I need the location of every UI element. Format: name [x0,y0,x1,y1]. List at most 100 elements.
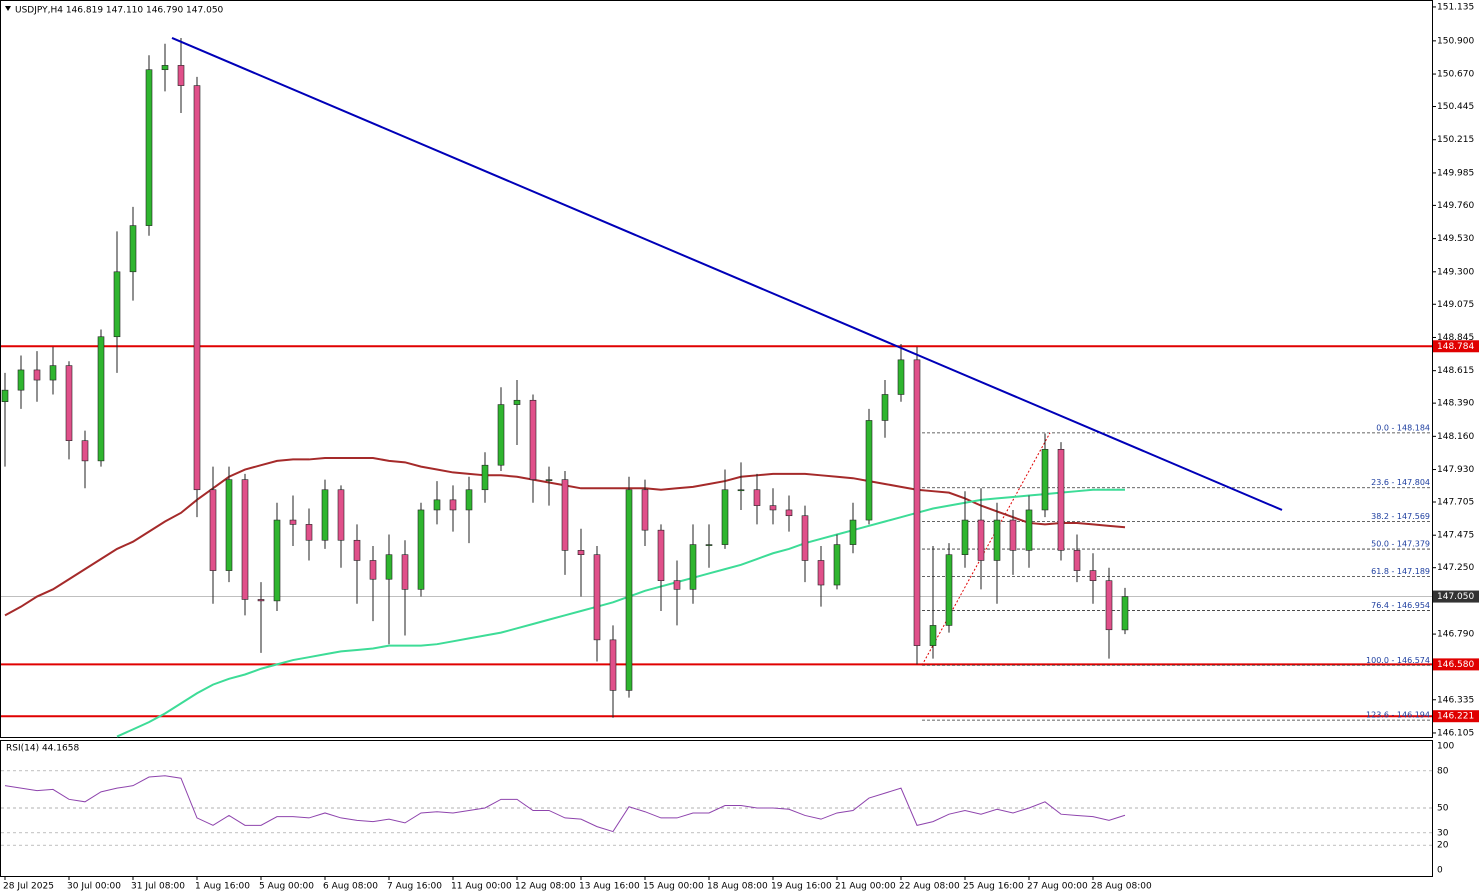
candle-body [1025,509,1033,551]
candle-body [993,519,1001,561]
candle-body [849,519,857,545]
price-label-bg [1433,710,1479,723]
candle-body [497,404,505,466]
candle-body [145,69,153,226]
candle-body [49,365,57,381]
candle-body [81,440,89,462]
rsi-tick-label: 30 [1437,828,1449,838]
candle-body [369,560,377,580]
y-tick-label: 149.300 [1437,267,1474,277]
y-tick-label: 151.135 [1437,2,1474,12]
fib-label: 23.6 - 147.804 [1371,478,1430,487]
y-tick-label: 148.845 [1437,333,1474,343]
candle-body [1121,596,1129,631]
y-tick-label: 149.985 [1437,168,1474,178]
fib-label: 76.4 - 146.954 [1371,601,1430,610]
x-tick-label: 30 Jul 00:00 [67,882,121,892]
candle-body [881,394,889,421]
candle-body [609,639,617,691]
y-tick-label: 147.475 [1437,531,1474,541]
y-tick-label: 146.335 [1437,695,1474,705]
candle-body [1009,519,1017,551]
y-tick-label: 147.250 [1437,563,1474,573]
x-tick-label: 19 Aug 16:00 [771,882,832,892]
candle-body [385,554,393,580]
rsi-tick-label: 100 [1437,742,1454,752]
fib-label: 0.0 - 148.184 [1376,423,1430,432]
candle-body [273,519,281,602]
x-tick-label: 5 Aug 00:00 [259,882,314,892]
price-label-bg [1433,590,1479,603]
candle-body [977,519,985,561]
candle-body [433,499,441,511]
candle-body [17,369,25,391]
y-tick-label: 147.705 [1437,498,1474,508]
candle-body [1,389,9,402]
rsi-tick-label: 50 [1437,804,1449,814]
y-tick-label: 149.760 [1437,201,1474,211]
candle-body [449,499,457,511]
rsi-title: RSI(14) 44.1658 [6,744,79,754]
candle-body [1041,449,1049,511]
candle-body [177,65,185,86]
candle-body [961,519,969,555]
fib-label: 61.8 - 147.189 [1371,567,1430,576]
candle-body [625,489,633,691]
candle-body [865,420,873,521]
candle-body [785,509,793,517]
y-tick-label: 150.215 [1437,135,1474,145]
x-tick-label: 11 Aug 00:00 [451,882,512,892]
candle-body [529,399,537,480]
candle-body [1105,580,1113,631]
candle-body [129,225,137,273]
fib-label: 38.2 - 147.569 [1371,512,1430,521]
y-tick-label: 148.160 [1437,432,1474,442]
candle-body [689,544,697,590]
price-label: 147.050 [1437,592,1474,602]
x-tick-label: 27 Aug 00:00 [1027,882,1088,892]
x-tick-label: 22 Aug 08:00 [899,882,960,892]
price-label: 146.221 [1437,712,1474,722]
chart-title: USDJPY,H4 146.819 147.110 146.790 147.05… [15,6,224,16]
candle-body [753,489,761,506]
candle-body [257,599,265,602]
rsi-tick-label: 0 [1437,866,1443,876]
x-tick-label: 7 Aug 16:00 [387,882,442,892]
fib-label: 123.6 - 146.194 [1366,711,1430,720]
x-tick-label: 6 Aug 08:00 [323,882,378,892]
candle-body [353,539,361,561]
candle-body [769,505,777,511]
candle-body [817,560,825,586]
x-tick-label: 28 Aug 08:00 [1091,882,1152,892]
trendline [171,37,1283,511]
candle-body [945,554,953,626]
candle-body [545,479,553,481]
candle-body [241,479,249,600]
candle-body [1073,550,1081,571]
y-tick-label: 148.615 [1437,366,1474,376]
x-tick-label: 31 Jul 08:00 [131,882,185,892]
candle-body [289,519,297,525]
fib-label: 100.0 - 146.574 [1366,656,1430,665]
main-pane [0,0,1433,738]
candle-body [657,529,665,581]
candle-body [321,489,329,541]
candle-body [481,464,489,491]
candle-body [929,625,937,646]
candle-body [737,489,745,492]
candle-body [561,479,569,551]
candle-body [97,336,105,462]
candle-body [593,554,601,641]
y-tick-label: 146.790 [1437,630,1474,640]
fib-trend [921,432,1051,666]
candle-body [417,509,425,590]
y-tick-label: 149.530 [1437,234,1474,244]
candle-body [225,479,233,571]
y-tick-label: 147.930 [1437,465,1474,475]
candle-body [705,544,713,546]
rsi-tick-label: 80 [1437,766,1449,776]
y-tick-label: 150.900 [1437,36,1474,46]
candle-body [913,359,921,646]
x-tick-label: 12 Aug 08:00 [515,882,576,892]
y-tick-label: 150.670 [1437,70,1474,80]
